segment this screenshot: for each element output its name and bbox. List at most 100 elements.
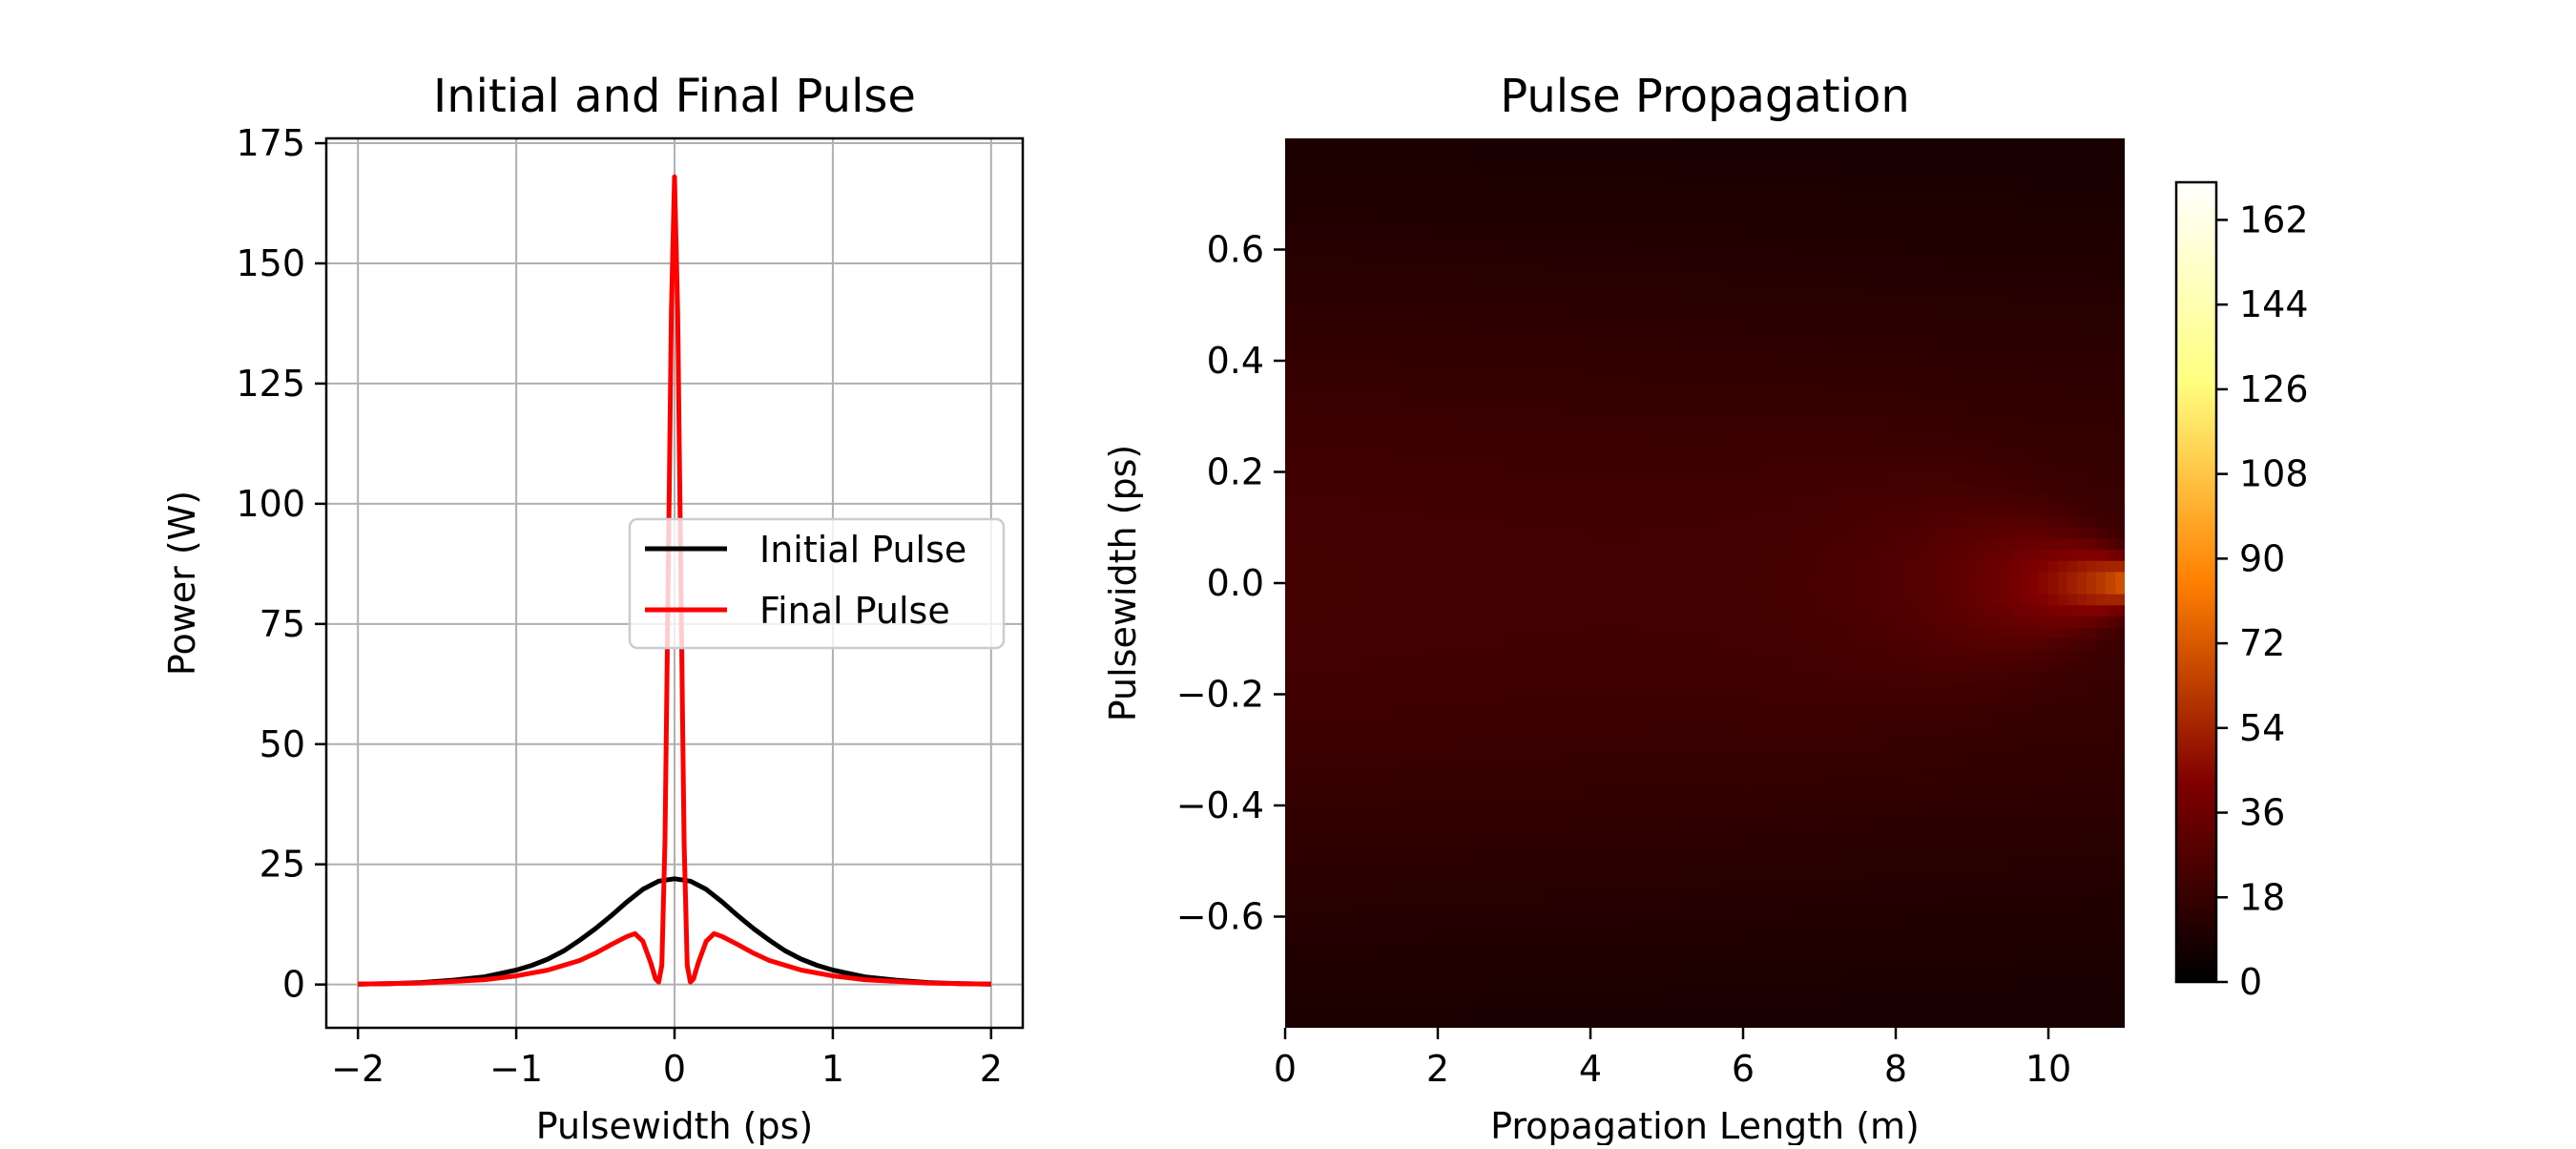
heatmap-cell: [1686, 250, 1696, 261]
heatmap-cell: [1333, 994, 1343, 1006]
heatmap-cell: [1543, 583, 1553, 595]
heatmap-cell: [1724, 461, 1735, 472]
heatmap-cell: [1552, 884, 1563, 895]
heatmap-cell: [1438, 605, 1448, 616]
heatmap-cell: [1724, 1006, 1735, 1017]
heatmap-cell: [1371, 805, 1381, 817]
heatmap-cell: [1314, 750, 1324, 762]
heatmap-cell: [1342, 783, 1353, 795]
heatmap-cell: [1304, 572, 1315, 583]
heatmap-cell: [1438, 505, 1448, 516]
heatmap-cell: [1361, 138, 1372, 150]
heatmap-cell: [1400, 650, 1410, 661]
heatmap-cell: [1295, 672, 1305, 683]
heatmap-cell: [1800, 583, 1811, 595]
heatmap-cell: [1667, 583, 1677, 595]
heatmap-cell: [1438, 961, 1448, 972]
heatmap-cell: [1714, 827, 1725, 839]
heatmap-cell: [1657, 616, 1668, 628]
heatmap-cell: [1839, 683, 1849, 695]
heatmap-cell: [1800, 538, 1811, 550]
heatmap-cell: [1419, 261, 1429, 272]
heatmap-cell: [1705, 605, 1715, 616]
heatmap-cell: [1371, 528, 1381, 539]
heatmap-cell: [1571, 595, 1582, 606]
heatmap-cell: [1361, 583, 1372, 595]
heatmap-cell: [1323, 906, 1334, 917]
heatmap-cell: [1333, 205, 1343, 217]
heatmap-cell: [1361, 194, 1372, 205]
heatmap-cell: [1476, 227, 1486, 239]
heatmap-cell: [1485, 761, 1496, 772]
heatmap-cell: [1381, 906, 1391, 917]
heatmap-cell: [1419, 316, 1429, 327]
heatmap-cell: [1810, 272, 1820, 283]
heatmap-cell: [1495, 1016, 1506, 1028]
heatmap-cell: [1428, 961, 1439, 972]
heatmap-cell: [1533, 783, 1544, 795]
heatmap-cell: [1381, 383, 1391, 394]
heatmap-cell: [1371, 695, 1381, 706]
heatmap-cell: [1552, 250, 1563, 261]
heatmap-cell: [1352, 449, 1362, 461]
heatmap-cell: [1285, 939, 1296, 951]
heatmap-cell: [1285, 406, 1296, 417]
heatmap-cell: [1371, 894, 1381, 906]
heatmap-cell: [1514, 494, 1525, 506]
heatmap-cell: [1333, 194, 1343, 205]
heatmap-cell: [1714, 727, 1725, 739]
heatmap-cell: [1419, 561, 1429, 573]
heatmap-cell: [1428, 672, 1439, 683]
heatmap-cell: [1409, 439, 1420, 450]
heatmap-cell: [1629, 538, 1639, 550]
heatmap-cell: [1762, 250, 1773, 261]
heatmap-cell: [1514, 683, 1525, 695]
heatmap-cell: [1371, 339, 1381, 350]
heatmap-cell: [1371, 683, 1381, 695]
heatmap-cell: [1571, 138, 1582, 150]
heatmap-cell: [1342, 272, 1353, 283]
heatmap-cell: [1753, 772, 1763, 783]
heatmap-cell: [1610, 227, 1620, 239]
heatmap-cell: [1638, 349, 1649, 361]
heatmap-cell: [1590, 439, 1601, 450]
heatmap-cell: [1457, 406, 1467, 417]
heatmap-cell: [1514, 327, 1525, 339]
heatmap-cell: [1657, 628, 1668, 639]
heatmap-cell: [1734, 316, 1744, 327]
heatmap-cell: [1819, 205, 1830, 217]
heatmap-cell: [1428, 528, 1439, 539]
heatmap-cell: [1485, 605, 1496, 616]
heatmap-cell: [1695, 672, 1706, 683]
heatmap-cell: [1409, 861, 1420, 872]
heatmap-cell: [1438, 1016, 1448, 1028]
heatmap-cell: [1552, 805, 1563, 817]
heatmap-cell: [1734, 183, 1744, 195]
heatmap-cell: [1629, 650, 1639, 661]
heatmap-cell: [1724, 394, 1735, 406]
heatmap-cell: [1810, 138, 1820, 150]
heatmap-cell: [1390, 305, 1401, 317]
heatmap-cell: [1409, 761, 1420, 772]
heatmap-cell: [1361, 172, 1372, 183]
heatmap-cell: [1562, 327, 1572, 339]
heatmap-cell: [1524, 472, 1534, 484]
heatmap-cell: [1371, 538, 1381, 550]
heatmap-cell: [1724, 250, 1735, 261]
heatmap-cell: [1562, 750, 1572, 762]
heatmap-cell: [1371, 305, 1381, 317]
heatmap-cell: [1361, 372, 1372, 384]
heatmap-cell: [1400, 282, 1410, 294]
heatmap-cell: [1428, 472, 1439, 484]
heatmap-cell: [1590, 194, 1601, 205]
heatmap-cell: [1819, 538, 1830, 550]
heatmap-cell: [1858, 250, 1868, 261]
heatmap-cell: [1839, 638, 1849, 650]
heatmap-cell: [1676, 661, 1687, 673]
heatmap-cell: [1457, 205, 1467, 217]
y-tick-label: 100: [236, 483, 305, 525]
heatmap-cell: [1772, 316, 1782, 327]
heatmap-cell: [1629, 439, 1639, 450]
heatmap-cell: [1734, 472, 1744, 484]
heatmap-cell: [1829, 750, 1839, 762]
